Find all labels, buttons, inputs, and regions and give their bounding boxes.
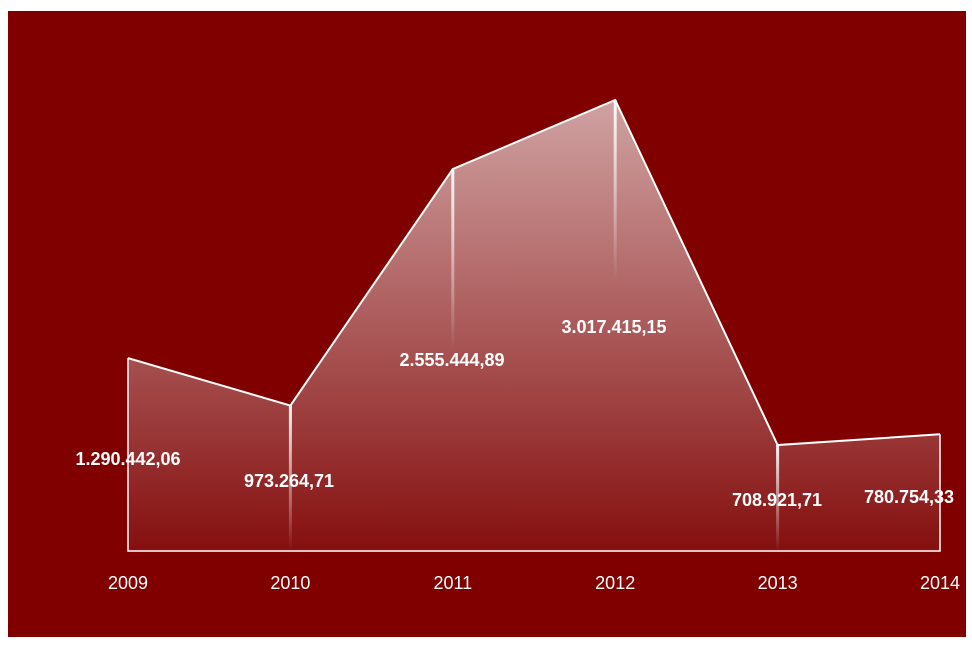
x-tick-label: 2009 <box>108 573 148 593</box>
x-tick-label: 2012 <box>595 573 635 593</box>
data-label: 708.921,71 <box>732 490 822 510</box>
data-label: 1.290.442,06 <box>75 449 180 469</box>
drop-line <box>451 169 455 350</box>
drop-line <box>613 100 617 280</box>
area-top-line <box>127 98 941 447</box>
drop-line <box>288 405 292 551</box>
data-label: 2.555.444,89 <box>399 350 504 370</box>
x-tick-label: 2014 <box>920 573 960 593</box>
x-tick-label: 2013 <box>758 573 798 593</box>
data-label: 780.754,33 <box>864 487 954 507</box>
area-baseline <box>127 358 941 552</box>
data-label: 3.017.415,15 <box>561 317 666 337</box>
drop-line <box>776 445 780 551</box>
data-label: 973.264,71 <box>244 471 334 491</box>
x-tick-label: 2010 <box>270 573 310 593</box>
area-fill <box>128 100 940 551</box>
x-tick-label: 2011 <box>433 573 472 593</box>
